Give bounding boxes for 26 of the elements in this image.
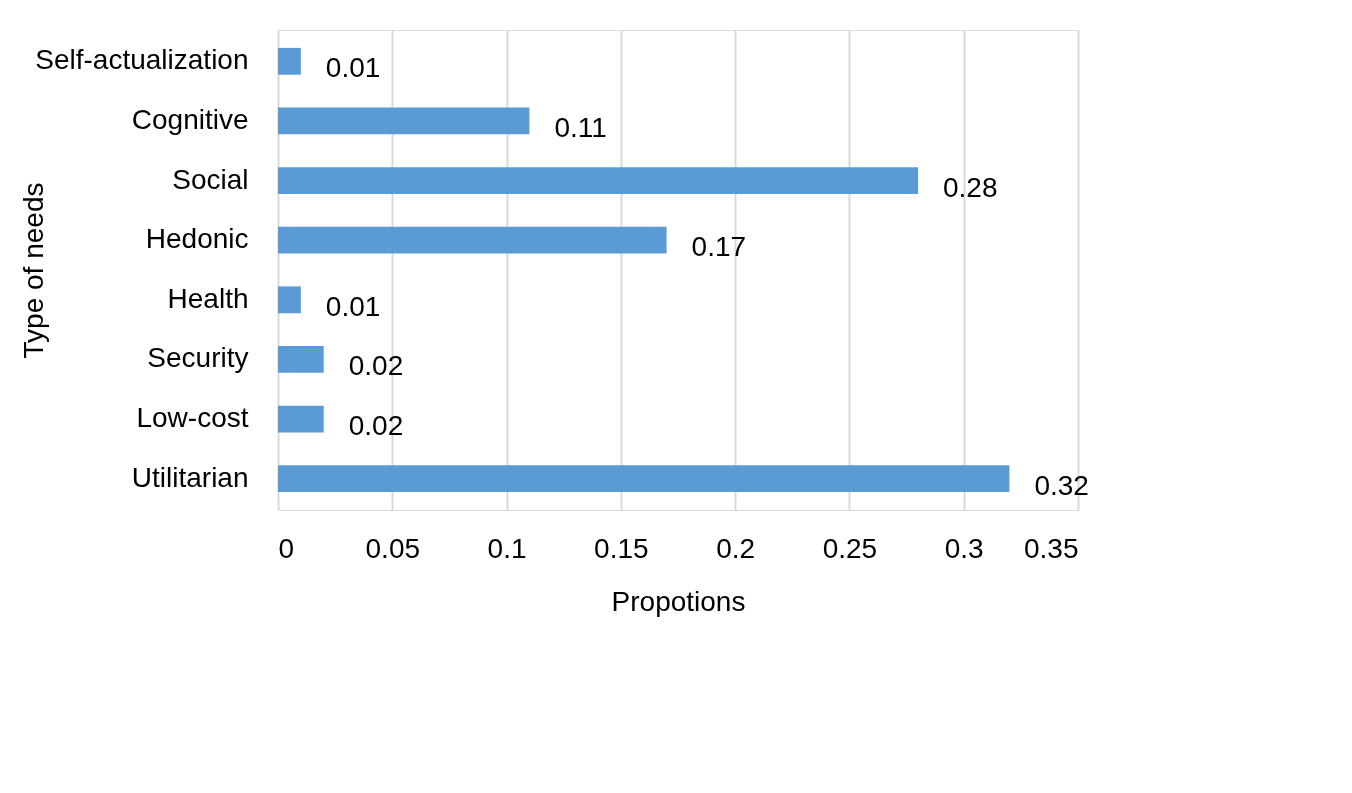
y-tick-label: Social [172, 163, 249, 195]
y-tick-label: Security [147, 342, 249, 374]
y-tick-label: Hedonic [145, 223, 249, 255]
x-tick-label: 0.15 [594, 532, 649, 564]
y-axis-title: Type of needs [17, 182, 49, 359]
y-tick-label: Cognitive [131, 103, 249, 135]
data-label: 0.01 [325, 290, 381, 322]
data-label: 0.32 [1034, 469, 1089, 501]
data-label: 0.11 [554, 111, 607, 143]
x-tick-label: 0.2 [716, 532, 756, 564]
x-tick-label: 0.1 [487, 532, 527, 564]
data-label: 0.02 [348, 350, 404, 382]
x-tick-label: 0.35 [1024, 532, 1079, 564]
x-tick-label: 0.3 [944, 532, 984, 564]
x-tick-label: 0.25 [822, 532, 878, 564]
y-tick-label: Low-cost [136, 402, 249, 434]
x-tick-label: 0.05 [365, 532, 421, 564]
y-tick-label: Health [167, 282, 249, 314]
y-tick-label: Self-actualization [35, 44, 249, 76]
data-label: 0.02 [348, 410, 404, 442]
x-axis-title: Propotions [611, 585, 746, 617]
y-tick-label: Utilitarian [131, 461, 249, 493]
x-tick-label: 0 [278, 532, 295, 564]
data-label: 0.01 [325, 52, 381, 84]
data-label: 0.28 [943, 171, 998, 203]
data-label: 0.17 [691, 231, 747, 263]
